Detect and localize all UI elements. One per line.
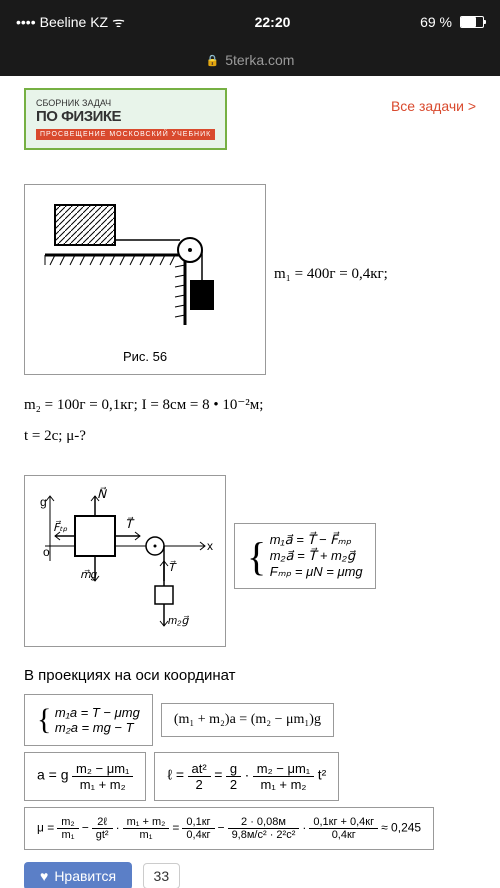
figure56-row: Рис. 56 m₁ = 400г = 0,4кг; <box>24 164 476 385</box>
sys2-l1: m₁a = T − μmg <box>55 705 140 720</box>
content: СБОРНИК ЗАДАЧ ПО ФИЗИКЕ ПРОСВЕЩЕНИЕ МОСК… <box>0 76 500 888</box>
sys2-l2: m₂a = mg − T <box>55 720 140 735</box>
url-bar[interactable]: 🔒 5terka.com <box>0 44 500 76</box>
figure56-box: Рис. 56 <box>24 184 266 375</box>
force-svg: x g o N⃗ F⃗ₜₚ T⃗ m⃗g T⃗ <box>35 486 215 636</box>
eq-row1: { m₁a = T − μmg m₂a = mg − T (m₁ + m₂)a … <box>24 694 476 746</box>
sys1-l2: m₂a⃗ = T⃗ + m₂g⃗ <box>270 548 363 564</box>
force-diagram: x g o N⃗ F⃗ₜₚ T⃗ m⃗g T⃗ <box>24 475 226 647</box>
svg-text:g: g <box>40 495 47 509</box>
battery-icon <box>460 16 484 28</box>
diagram2-row: x g o N⃗ F⃗ₜₚ T⃗ m⃗g T⃗ <box>24 455 476 657</box>
domain: 5terka.com <box>225 52 294 68</box>
eq-a: a = g m₂ − μm₁m₁ + m₂ <box>24 752 146 801</box>
svg-text:x: x <box>207 539 213 553</box>
eq-mu: μ = m₂m₁ − 2ℓgt² · m₁ + m₂m₁ = 0,1кг0,4к… <box>24 807 434 850</box>
like-button[interactable]: ♥ Нравится <box>24 862 132 888</box>
figure56-svg <box>35 195 255 345</box>
projection-text: В проекциях на оси координат <box>24 667 476 684</box>
battery-pct: 69 % <box>420 14 452 30</box>
time: 22:20 <box>255 14 291 30</box>
book-line1: СБОРНИК ЗАДАЧ <box>36 98 215 108</box>
book-footer: ПРОСВЕЩЕНИЕ МОСКОВСКИЙ УЧЕБНИК <box>36 129 215 140</box>
sys1-l1: m₁a⃗ = T⃗ − F⃗ₘₚ <box>270 532 363 548</box>
wifi-icon: ᯤ <box>112 13 125 32</box>
status-left: •••• Beeline KZ ᯤ <box>16 13 125 32</box>
like-count: 33 <box>143 863 181 888</box>
svg-text:m⃗g: m⃗g <box>80 569 98 581</box>
eq-combined: (m₁ + m₂)a = (m₂ − μm₁)g <box>161 703 334 737</box>
eq-l: ℓ = at²2 = g2 · m₂ − μm₁m₁ + m₂ t² <box>154 752 339 801</box>
like-row: ♥ Нравится 33 <box>24 850 476 888</box>
like-label: Нравится <box>54 868 116 884</box>
svg-text:N⃗: N⃗ <box>97 486 107 501</box>
lock-icon: 🔒 <box>206 54 220 67</box>
svg-text:o: o <box>43 545 50 559</box>
heart-icon: ♥ <box>40 868 48 884</box>
signal-dots: •••• <box>16 14 36 30</box>
eq-row2: a = g m₂ − μm₁m₁ + m₂ ℓ = at²2 = g2 · m₂… <box>24 752 476 801</box>
book-line2: ПО ФИЗИКЕ <box>36 108 215 125</box>
svg-text:m₂g⃗: m₂g⃗ <box>168 615 189 627</box>
svg-text:F⃗ₜₚ: F⃗ₜₚ <box>53 520 68 534</box>
svg-text:T⃗: T⃗ <box>125 516 135 531</box>
svg-text:T⃗: T⃗ <box>168 560 177 574</box>
status-right: 69 % <box>420 14 484 30</box>
given-m1: m₁ = 400г = 0,4кг; <box>274 266 388 283</box>
given-t: t = 2c; μ-? <box>24 428 476 445</box>
header-row: СБОРНИК ЗАДАЧ ПО ФИЗИКЕ ПРОСВЕЩЕНИЕ МОСК… <box>24 88 476 154</box>
sys1-l3: Fₘₚ = μN = μmg <box>270 564 363 580</box>
system2-box: { m₁a = T − μmg m₂a = mg − T <box>24 694 153 746</box>
system1-box: { m₁a⃗ = T⃗ − F⃗ₘₚ m₂a⃗ = T⃗ + m₂g⃗ Fₘₚ … <box>234 523 376 589</box>
all-tasks-link[interactable]: Все задачи > <box>391 98 476 114</box>
given-m2: m₂ = 100г = 0,1кг; I = 8см = 8 • 10⁻²м; <box>24 395 476 414</box>
carrier: Beeline KZ <box>40 14 108 30</box>
status-bar: •••• Beeline KZ ᯤ 22:20 69 % <box>0 0 500 44</box>
book-banner[interactable]: СБОРНИК ЗАДАЧ ПО ФИЗИКЕ ПРОСВЕЩЕНИЕ МОСК… <box>24 88 227 150</box>
figure56-label: Рис. 56 <box>35 349 255 364</box>
